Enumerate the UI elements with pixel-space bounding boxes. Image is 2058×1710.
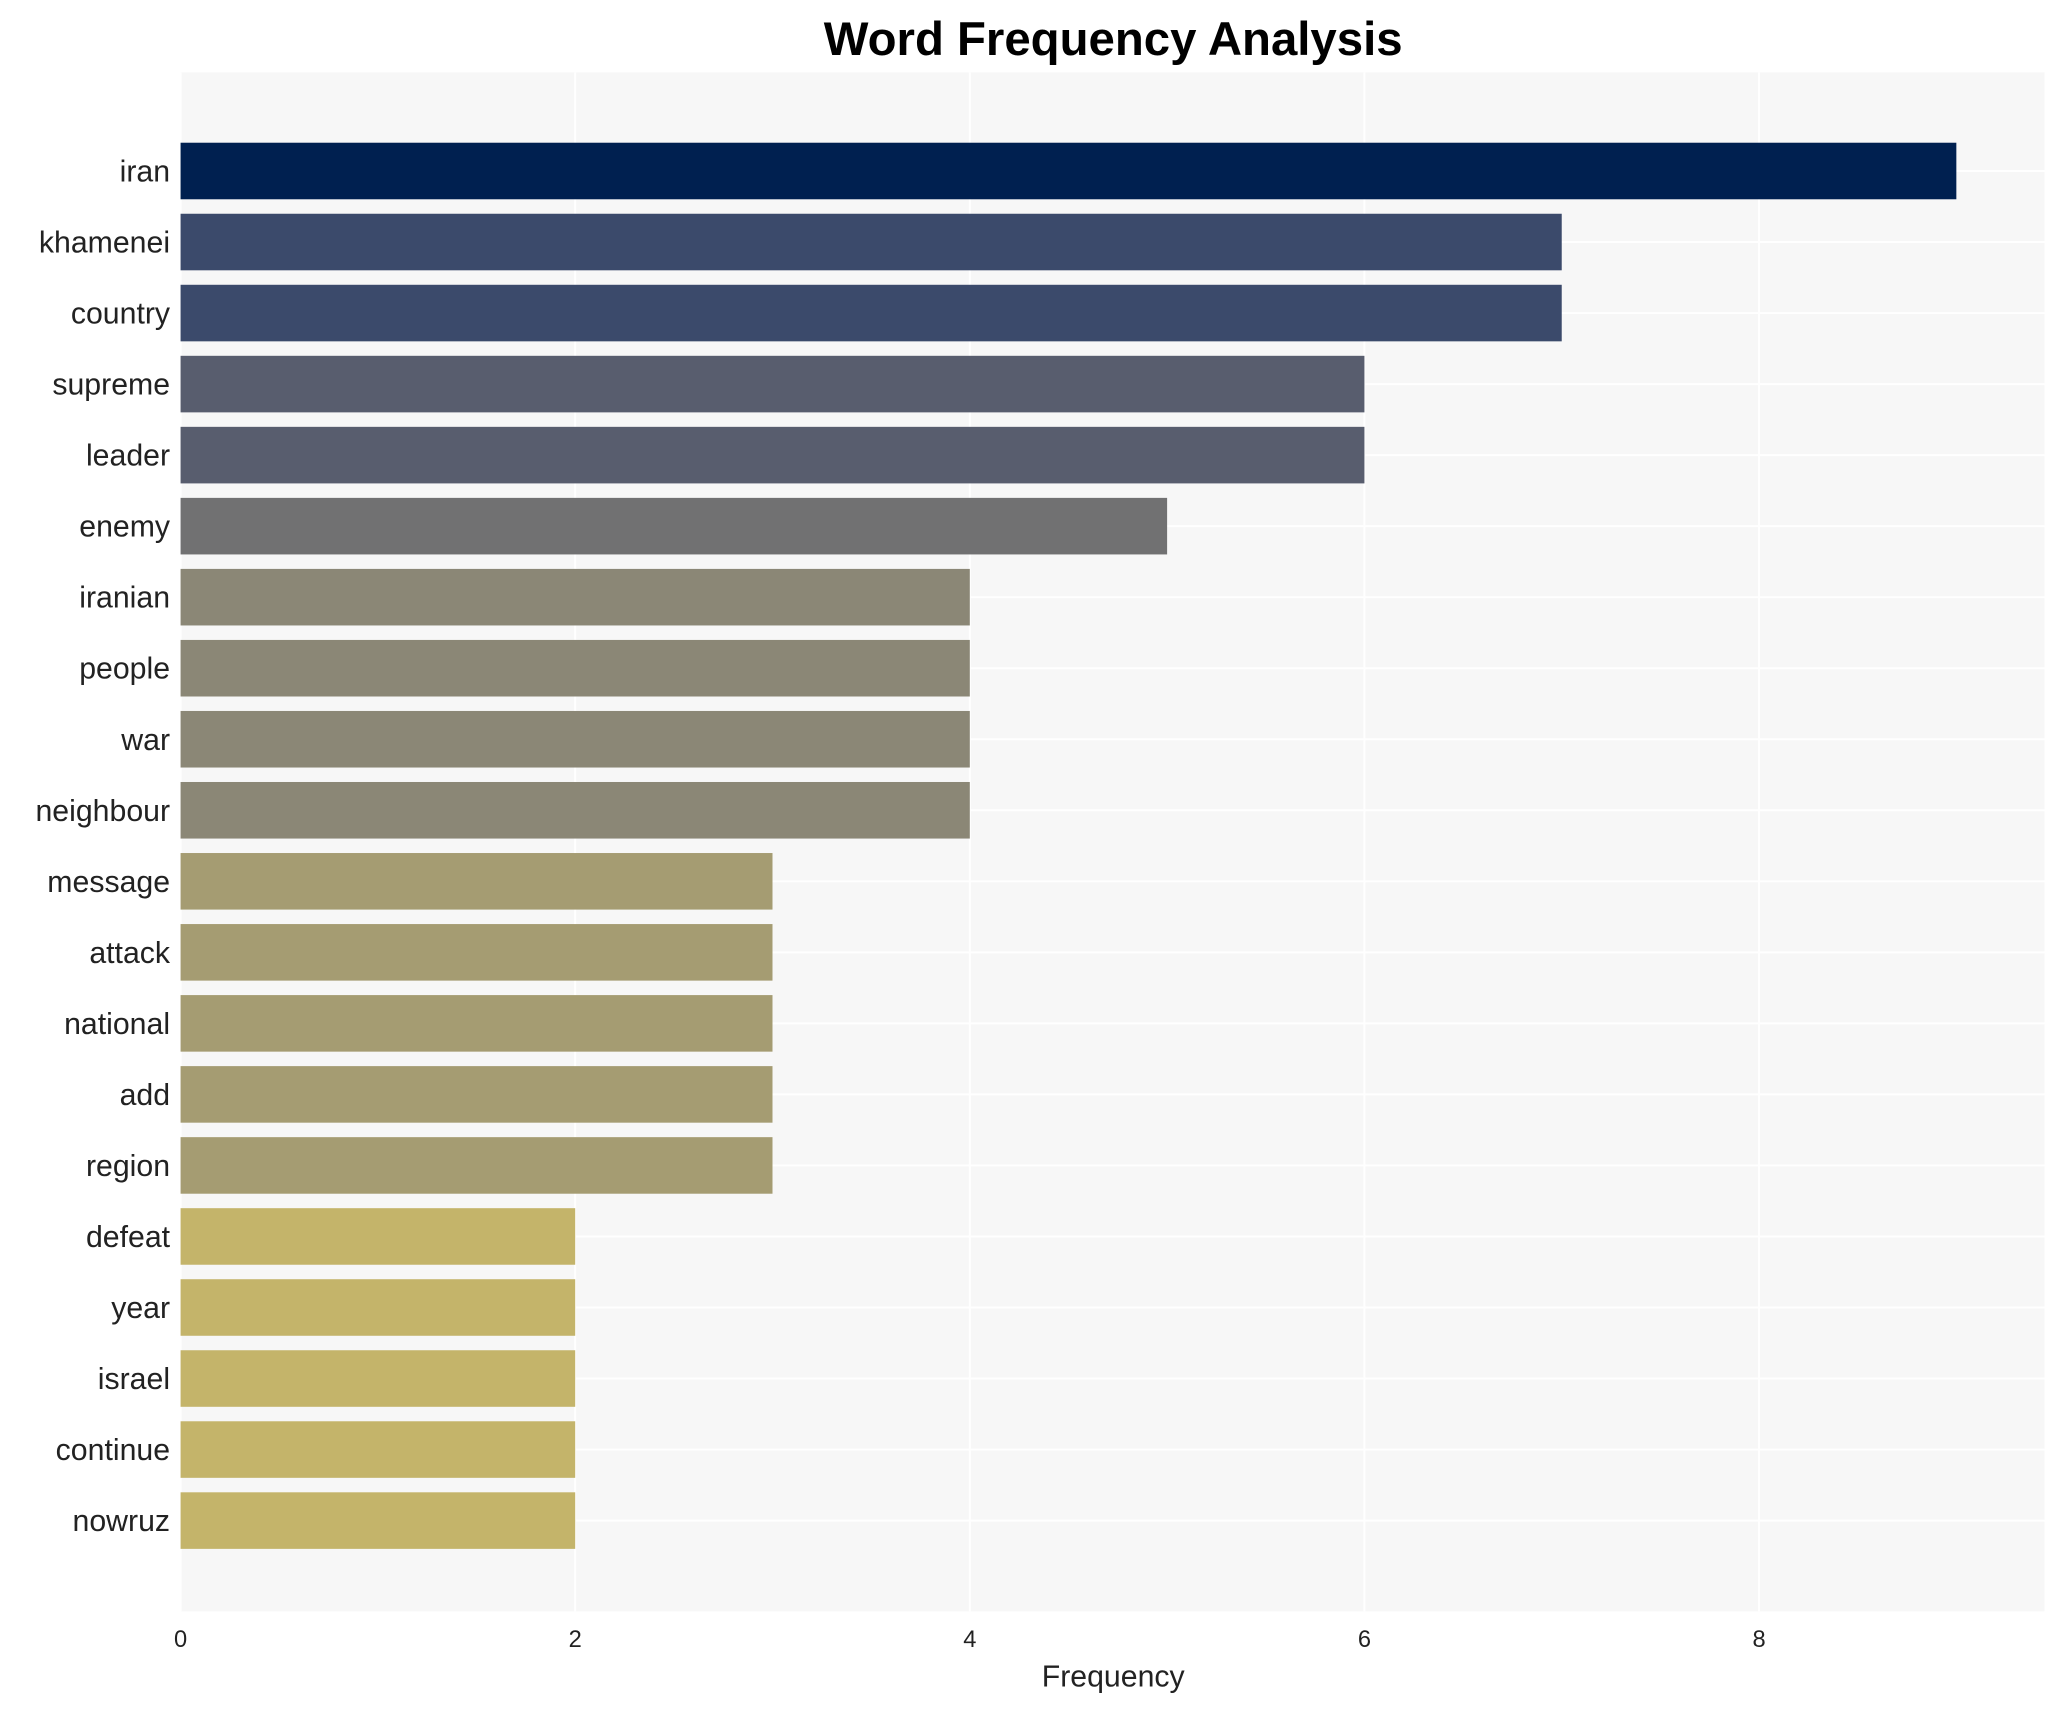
bar-national: [180, 995, 773, 1052]
y-tick-label: war: [120, 724, 170, 757]
y-tick-label: supreme: [52, 369, 170, 402]
x-tick-label: 4: [963, 1627, 976, 1653]
y-tick-label: leader: [86, 440, 170, 473]
y-tick-label: people: [79, 653, 170, 686]
bar-israel: [180, 1350, 576, 1407]
y-tick-label: iranian: [79, 582, 170, 615]
x-tick-label: 2: [569, 1627, 582, 1653]
y-tick-label: nowruz: [73, 1505, 171, 1538]
y-tick-label: country: [71, 298, 171, 331]
bar-iran: [180, 142, 1957, 200]
bar-add: [180, 1066, 773, 1123]
x-tick-label: 0: [174, 1627, 187, 1653]
x-axis-label: Frequency: [1042, 1660, 1186, 1693]
y-tick-label: neighbour: [35, 795, 170, 828]
bar-leader: [180, 426, 1365, 484]
bar-region: [180, 1137, 773, 1194]
y-tick-label: defeat: [86, 1221, 171, 1254]
y-tick-label: iran: [120, 156, 170, 189]
y-tick-label: enemy: [79, 511, 171, 544]
y-tick-label: attack: [89, 937, 171, 970]
bar-country: [180, 284, 1562, 342]
bar-attack: [180, 924, 773, 981]
bar-year: [180, 1279, 576, 1336]
y-tick-label: israel: [98, 1363, 170, 1396]
bar-defeat: [180, 1208, 576, 1265]
y-tick-label: year: [111, 1292, 170, 1325]
y-tick-label: region: [86, 1150, 170, 1183]
x-tick-label: 8: [1752, 1627, 1765, 1653]
x-tick-label: 6: [1358, 1627, 1371, 1653]
chart-title: Word Frequency Analysis: [824, 13, 1403, 66]
bar-supreme: [180, 355, 1365, 413]
bar-neighbour: [180, 781, 970, 839]
y-tick-label: message: [47, 866, 170, 899]
bar-war: [180, 710, 970, 768]
bar-message: [180, 853, 773, 910]
bar-iranian: [180, 568, 970, 626]
bar-continue: [180, 1421, 576, 1478]
y-tick-label: add: [120, 1079, 170, 1112]
bar-people: [180, 639, 970, 697]
bar-khamenei: [180, 213, 1562, 271]
y-tick-label: national: [64, 1008, 170, 1041]
bar-nowruz: [180, 1492, 576, 1549]
bar-enemy: [180, 497, 1168, 555]
y-tick-label: khamenei: [39, 227, 170, 260]
y-tick-label: continue: [56, 1434, 170, 1467]
